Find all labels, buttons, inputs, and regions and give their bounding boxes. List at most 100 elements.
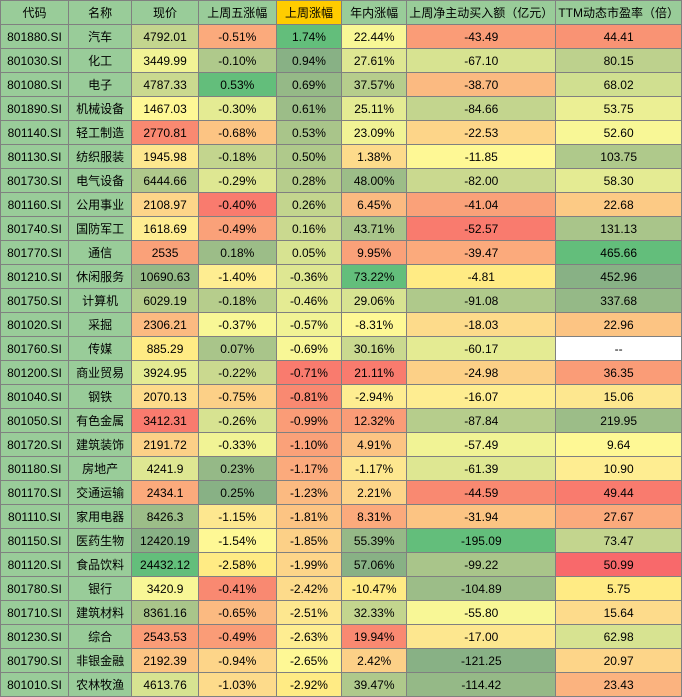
cell: 19.94% — [342, 625, 407, 649]
cell: 801140.SI — [1, 121, 69, 145]
cell: -1.99% — [276, 553, 341, 577]
cell: -11.85 — [407, 145, 556, 169]
cell: 53.75 — [556, 97, 682, 121]
cell: 801030.SI — [1, 49, 69, 73]
cell: 73.22% — [342, 265, 407, 289]
cell: 27.67 — [556, 505, 682, 529]
table-row: 801050.SI有色金属3412.31-0.26%-0.99%12.32%-8… — [1, 409, 682, 433]
cell: -87.84 — [407, 409, 556, 433]
cell: 电气设备 — [68, 169, 131, 193]
table-row: 801230.SI综合2543.53-0.49%-2.63%19.94%-17.… — [1, 625, 682, 649]
cell: 交通运输 — [68, 481, 131, 505]
cell: 27.61% — [342, 49, 407, 73]
cell: 801210.SI — [1, 265, 69, 289]
cell: 非银金融 — [68, 649, 131, 673]
cell: 2535 — [132, 241, 198, 265]
cell: 综合 — [68, 625, 131, 649]
cell: -1.03% — [198, 673, 276, 697]
cell: 37.57% — [342, 73, 407, 97]
table-row: 801150.SI医药生物12420.19-1.54%-1.85%55.39%-… — [1, 529, 682, 553]
cell: 15.06 — [556, 385, 682, 409]
cell: 39.47% — [342, 673, 407, 697]
cell: -0.99% — [276, 409, 341, 433]
cell: 2191.72 — [132, 433, 198, 457]
cell: 0.18% — [198, 241, 276, 265]
cell: 48.00% — [342, 169, 407, 193]
cell: 52.60 — [556, 121, 682, 145]
cell: 219.95 — [556, 409, 682, 433]
cell: 801080.SI — [1, 73, 69, 97]
cell: 0.05% — [276, 241, 341, 265]
cell: 轻工制造 — [68, 121, 131, 145]
col-header: 上周涨幅 — [276, 1, 341, 25]
cell: -43.49 — [407, 25, 556, 49]
cell: 农林牧渔 — [68, 673, 131, 697]
table-row: 801120.SI食品饮料24432.12-2.58%-1.99%57.06%-… — [1, 553, 682, 577]
cell: 6444.66 — [132, 169, 198, 193]
header-row: 代码名称现价上周五涨幅上周涨幅年内涨幅上周净主动买入额（亿元）TTM动态市盈率（… — [1, 1, 682, 25]
cell: 801200.SI — [1, 361, 69, 385]
cell: 10690.63 — [132, 265, 198, 289]
cell: 3412.31 — [132, 409, 198, 433]
cell: -41.04 — [407, 193, 556, 217]
cell: 休闲服务 — [68, 265, 131, 289]
table-row: 801730.SI电气设备6444.66-0.29%0.28%48.00%-82… — [1, 169, 682, 193]
cell: 纺织服装 — [68, 145, 131, 169]
cell: 801710.SI — [1, 601, 69, 625]
cell: 2306.21 — [132, 313, 198, 337]
cell: 24432.12 — [132, 553, 198, 577]
cell: 0.28% — [276, 169, 341, 193]
cell: 计算机 — [68, 289, 131, 313]
cell: -0.29% — [198, 169, 276, 193]
cell: 9.64 — [556, 433, 682, 457]
cell: -0.26% — [198, 409, 276, 433]
table-row: 801180.SI房地产4241.90.23%-1.17%-1.17%-61.3… — [1, 457, 682, 481]
cell: 452.96 — [556, 265, 682, 289]
cell: -0.49% — [198, 217, 276, 241]
cell: -22.53 — [407, 121, 556, 145]
cell: -2.94% — [342, 385, 407, 409]
cell: 36.35 — [556, 361, 682, 385]
data-table: 代码名称现价上周五涨幅上周涨幅年内涨幅上周净主动买入额（亿元）TTM动态市盈率（… — [0, 0, 682, 697]
cell: 6029.19 — [132, 289, 198, 313]
cell: -- — [556, 337, 682, 361]
cell: 58.30 — [556, 169, 682, 193]
table-row: 801750.SI计算机6029.19-0.18%-0.46%29.06%-91… — [1, 289, 682, 313]
table-row: 801170.SI交通运输2434.10.25%-1.23%2.21%-44.5… — [1, 481, 682, 505]
cell: 801230.SI — [1, 625, 69, 649]
cell: 801730.SI — [1, 169, 69, 193]
cell: 23.09% — [342, 121, 407, 145]
cell: 2070.13 — [132, 385, 198, 409]
cell: 801020.SI — [1, 313, 69, 337]
cell: -1.85% — [276, 529, 341, 553]
cell: 0.25% — [198, 481, 276, 505]
cell: 银行 — [68, 577, 131, 601]
cell: 62.98 — [556, 625, 682, 649]
cell: 801120.SI — [1, 553, 69, 577]
cell: 103.75 — [556, 145, 682, 169]
cell: -0.57% — [276, 313, 341, 337]
cell: -0.10% — [198, 49, 276, 73]
cell: 3449.99 — [132, 49, 198, 73]
cell: 57.06% — [342, 553, 407, 577]
table-row: 801880.SI汽车4792.01-0.51%1.74%22.44%-43.4… — [1, 25, 682, 49]
table-row: 801030.SI化工3449.99-0.10%0.94%27.61%-67.1… — [1, 49, 682, 73]
cell: -91.08 — [407, 289, 556, 313]
cell: -17.00 — [407, 625, 556, 649]
cell: -0.75% — [198, 385, 276, 409]
cell: 4241.9 — [132, 457, 198, 481]
cell: -0.18% — [198, 145, 276, 169]
cell: 885.29 — [132, 337, 198, 361]
cell: 131.13 — [556, 217, 682, 241]
cell: 电子 — [68, 73, 131, 97]
cell: 0.26% — [276, 193, 341, 217]
cell: -4.81 — [407, 265, 556, 289]
cell: -44.59 — [407, 481, 556, 505]
cell: 801010.SI — [1, 673, 69, 697]
cell: 国防军工 — [68, 217, 131, 241]
cell: 68.02 — [556, 73, 682, 97]
cell: 22.96 — [556, 313, 682, 337]
cell: 49.44 — [556, 481, 682, 505]
cell: -0.37% — [198, 313, 276, 337]
cell: 6.45% — [342, 193, 407, 217]
